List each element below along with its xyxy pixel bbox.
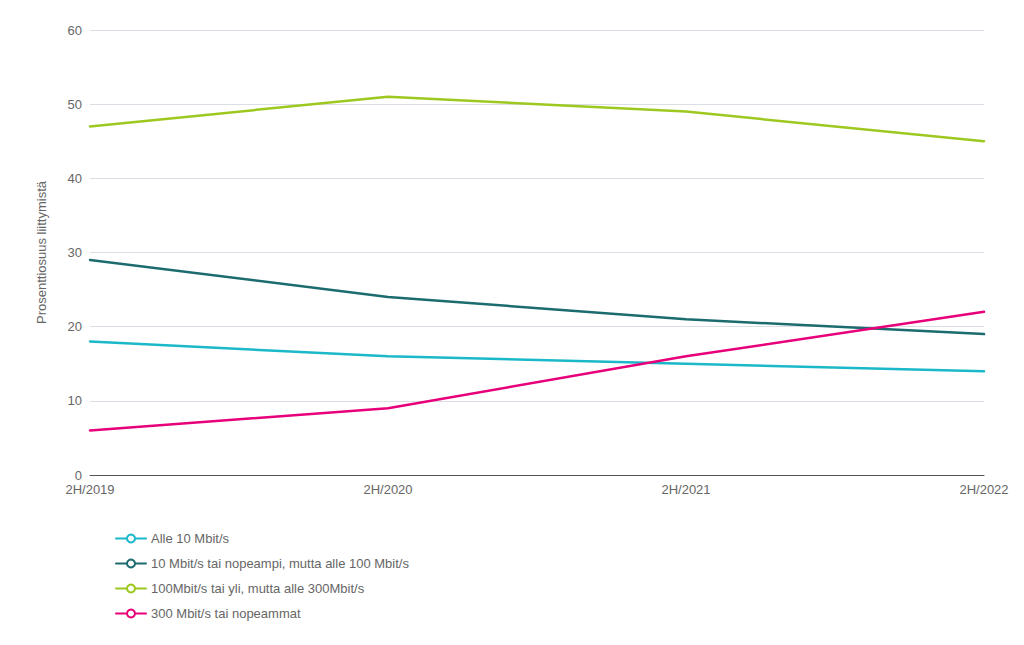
svg-text:2H/2022: 2H/2022	[959, 482, 1008, 497]
svg-text:10: 10	[68, 393, 82, 408]
svg-text:Prosenttiosuus liittymistä: Prosenttiosuus liittymistä	[34, 180, 49, 324]
svg-text:0: 0	[75, 468, 82, 483]
svg-text:2H/2021: 2H/2021	[661, 482, 710, 497]
svg-text:Alle 10 Mbit/s: Alle 10 Mbit/s	[151, 531, 230, 546]
svg-text:60: 60	[68, 23, 82, 38]
svg-text:300 Mbit/s tai nopeammat: 300 Mbit/s tai nopeammat	[151, 606, 301, 621]
svg-text:30: 30	[68, 245, 82, 260]
svg-text:100Mbit/s tai yli, mutta alle: 100Mbit/s tai yli, mutta alle 300Mbit/s	[151, 581, 365, 596]
svg-text:50: 50	[68, 97, 82, 112]
svg-text:10 Mbit/s tai nopeampi, mutta: 10 Mbit/s tai nopeampi, mutta alle 100 M…	[151, 556, 409, 571]
svg-text:40: 40	[68, 171, 82, 186]
svg-text:2H/2019: 2H/2019	[65, 482, 114, 497]
svg-text:2H/2020: 2H/2020	[363, 482, 412, 497]
svg-text:20: 20	[68, 319, 82, 334]
